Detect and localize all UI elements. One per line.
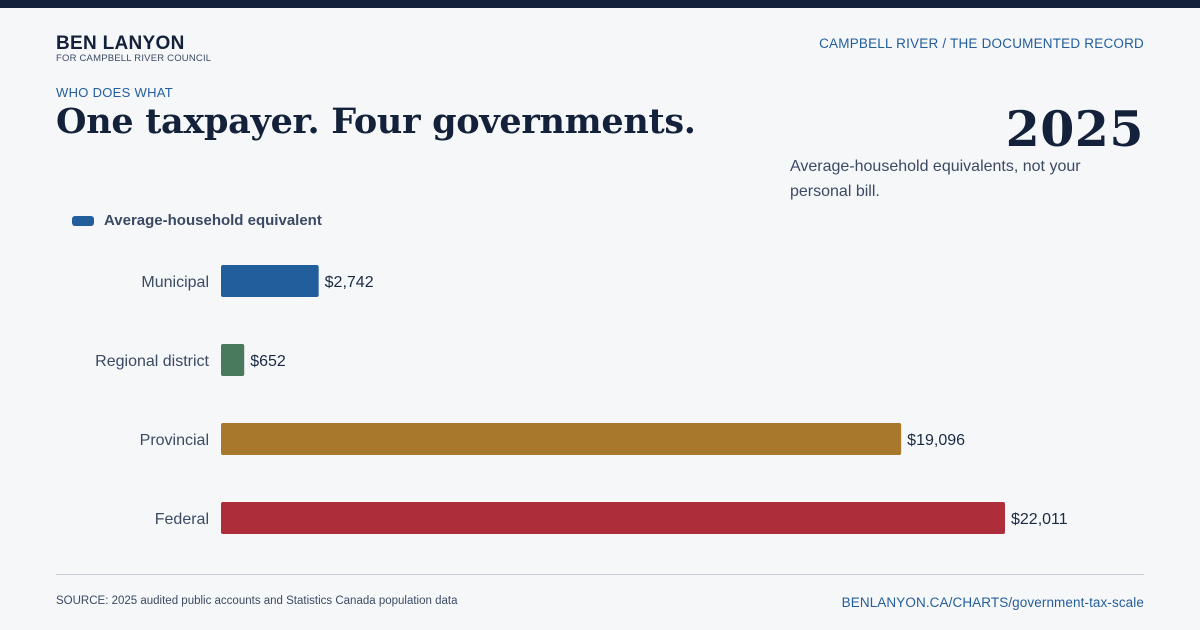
legend-label: Average-household equivalent — [104, 212, 322, 229]
bar-municipal — [221, 265, 319, 297]
value-label-provincial: $19,096 — [907, 432, 965, 449]
chart-legend: Average-household equivalent — [72, 212, 322, 229]
chart-url-link[interactable]: BENLANYON.CA/CHARTS/government-tax-scale — [841, 595, 1144, 610]
chart-year: 2025 — [1005, 100, 1144, 158]
brand-name: BEN LANYON — [56, 33, 185, 54]
category-label-federal: Federal — [155, 511, 209, 528]
eyebrow-label: WHO DOES WHAT — [56, 85, 174, 100]
category-label-provincial: Provincial — [140, 432, 209, 449]
bar-federal — [221, 502, 1005, 534]
header-section-link[interactable]: CAMPBELL RIVER / THE DOCUMENTED RECORD — [819, 36, 1144, 51]
category-label-municipal: Municipal — [141, 274, 209, 291]
bar-chart: Municipal $2,742 Regional district $652 Prov… — [95, 265, 1068, 534]
legend-swatch — [72, 215, 94, 226]
source-note: SOURCE: 2025 audited public accounts and… — [56, 595, 458, 607]
value-label-federal: $22,011 — [1011, 511, 1068, 528]
top-accent-bar — [0, 0, 1200, 8]
chart-note: Average-household equivalents, not your … — [790, 158, 1081, 200]
chart-headline: One taxpayer. Four governments. — [56, 101, 696, 142]
bar-provincial — [221, 423, 902, 455]
category-label-regional-district: Regional district — [95, 353, 209, 370]
bar-regional-district — [221, 344, 245, 376]
brand-subtitle: FOR CAMPBELL RIVER COUNCIL — [56, 53, 212, 64]
value-label-regional-district: $652 — [250, 353, 286, 370]
footer-divider — [56, 574, 1144, 575]
value-label-municipal: $2,742 — [325, 274, 374, 291]
